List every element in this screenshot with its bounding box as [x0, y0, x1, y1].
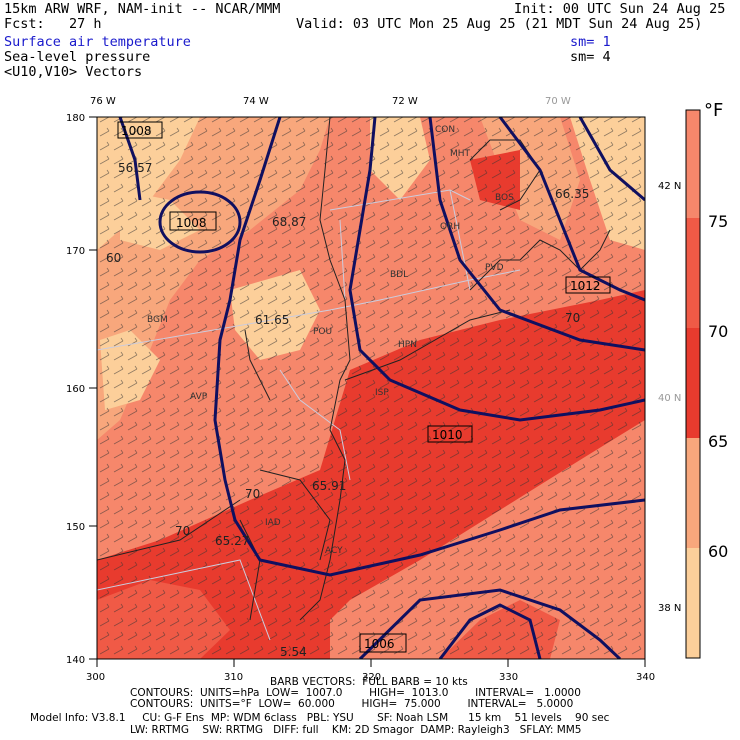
- barb-vectors-info: BARB VECTORS: FULL BARB = 10 kts: [270, 676, 468, 688]
- lat-label: 42 N: [658, 181, 681, 192]
- lat-label: 40 N: [658, 393, 681, 404]
- pressure-label: 1010: [432, 428, 463, 442]
- x-tick-label: 330: [499, 672, 518, 683]
- station-label: BGM: [147, 315, 168, 325]
- lon-label: 72 W: [392, 96, 418, 107]
- station-label: ORH: [440, 222, 460, 232]
- temp-label: 65.27: [215, 534, 249, 548]
- station-label: BOS: [495, 193, 514, 203]
- contours-temp-info: CONTOURS: UNITS=°F LOW= 60.000 HIGH= 75.…: [130, 698, 574, 710]
- legend-unit: °F: [704, 100, 724, 121]
- y-tick-label: 140: [66, 655, 85, 666]
- init-time: Init: 00 UTC Sun 24 Aug 25: [514, 1, 726, 17]
- temp-label: 68.87: [272, 215, 306, 229]
- model-title: 15km ARW WRF, NAM-init -- NCAR/MMM: [4, 1, 281, 17]
- smoothing-1: sm= 1: [570, 34, 611, 50]
- y-tick-label: 180: [66, 113, 85, 124]
- x-tick-label: 340: [636, 672, 655, 683]
- smoothing-2: sm= 4: [570, 49, 611, 65]
- contours-hpa-info: CONTOURS: UNITS=hPa LOW= 1007.0 HIGH= 10…: [130, 687, 581, 699]
- lon-label: 74 W: [243, 96, 269, 107]
- legend-tick: 60: [708, 542, 729, 561]
- y-tick-label: 150: [66, 522, 85, 533]
- pressure-label: 1006: [364, 637, 395, 651]
- temp-label: 60: [106, 251, 121, 265]
- station-label: PVD: [485, 263, 504, 273]
- station-label: BDL: [390, 270, 408, 280]
- lat-label: 38 N: [658, 603, 681, 614]
- pressure-label: 1012: [570, 279, 601, 293]
- temp-label: 65.91: [312, 479, 346, 493]
- x-tick-label: 320: [362, 672, 381, 683]
- field-slp: Sea-level pressure: [4, 49, 151, 65]
- temp-label: 61.65: [255, 313, 289, 327]
- valid-time: Valid: 03 UTC Mon 25 Aug 25 (21 MDT Sun …: [296, 16, 703, 32]
- station-label: ISP: [375, 388, 389, 398]
- legend-tick: 75: [708, 212, 729, 231]
- station-label: IAD: [265, 518, 281, 528]
- lon-label: 70 W: [545, 96, 571, 107]
- station-label: POU: [313, 327, 332, 337]
- x-tick-label: 300: [86, 672, 105, 683]
- temp-label: 5.54: [280, 645, 307, 659]
- field-vectors: <U10,V10> Vectors: [4, 64, 143, 80]
- station-label: HPN: [398, 340, 417, 350]
- temp-label: 70: [175, 524, 190, 538]
- pressure-label: 1008: [121, 124, 152, 138]
- station-label: CON: [435, 125, 455, 135]
- temp-label: 66.35: [555, 187, 589, 201]
- lon-label: 76 W: [90, 96, 116, 107]
- y-tick-label: 160: [66, 384, 85, 395]
- temp-label: 56.57: [118, 161, 152, 175]
- x-tick-label: 310: [224, 672, 243, 683]
- temperature-field: [97, 117, 645, 659]
- station-label: AVP: [190, 392, 208, 402]
- temperature-legend: [685, 109, 701, 659]
- field-surface-temp: Surface air temperature: [4, 34, 191, 50]
- temp-label: 70: [565, 311, 580, 325]
- temp-label: 70: [245, 487, 260, 501]
- station-label: MHT: [450, 149, 471, 159]
- y-tick-label: 170: [66, 246, 85, 257]
- pressure-label: 1008: [176, 216, 207, 230]
- station-label: ACY: [325, 546, 343, 556]
- legend-tick: 65: [708, 432, 729, 451]
- model-info-2: LW: RRTMG SW: RRTMG DIFF: full KM: 2D Sm…: [130, 724, 582, 736]
- forecast-hour: Fcst: 27 h: [4, 16, 102, 32]
- model-info: Model Info: V3.8.1 CU: G-F Ens MP: WDM 6…: [30, 712, 610, 724]
- legend-tick: 70: [708, 322, 729, 341]
